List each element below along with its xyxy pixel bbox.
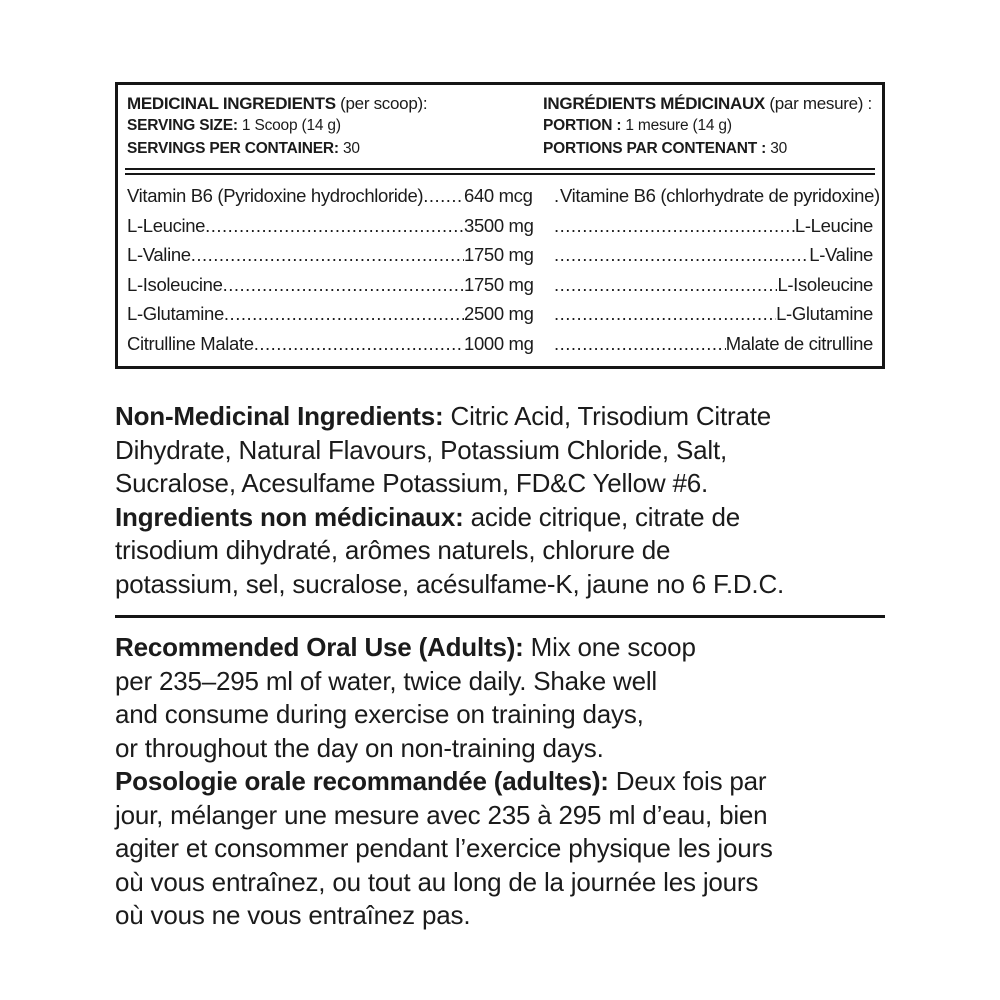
serving-size-label-fr: PORTION : xyxy=(543,117,622,134)
ingredient-row: L-Valine 1750 mg L-Valine xyxy=(127,240,873,270)
panel-title-en-bold: MEDICINAL INGREDIENTS xyxy=(127,94,336,113)
dot-leader xyxy=(554,329,726,359)
text-line: Posologie orale recommandée (adultes): D… xyxy=(115,766,767,796)
text-line: où vous ne vous entraînez pas. xyxy=(115,900,471,930)
text-line: jour, mélanger une mesure avec 235 à 295… xyxy=(115,799,768,830)
text-line: per 235–295 ml of water, twice daily. Sh… xyxy=(115,665,657,696)
ingredient-amount: 640 mcg xyxy=(464,185,533,206)
dot-leader xyxy=(224,299,464,329)
label-content: MEDICINAL INGREDIENTS (per scoop): SERVI… xyxy=(115,82,885,933)
dot-leader xyxy=(554,299,776,329)
serving-size-label-en: SERVING SIZE: xyxy=(127,117,238,134)
ingredient-name-fr: L-Leucine xyxy=(794,214,873,236)
text-line: Dihydrate, Natural Flavours, Potassium C… xyxy=(115,434,728,465)
ingredient-name-en: Citrulline Malate xyxy=(127,332,254,354)
ingredient-amount: 1750 mg xyxy=(464,244,534,265)
text-line: Sucralose, Acesulfame Potassium, FD&C Ye… xyxy=(115,468,709,498)
text-line: où vous entraînez, ou tout au long de la… xyxy=(115,866,759,897)
text-line: potassium, sel, sucralose, acésulfame-K,… xyxy=(115,568,785,599)
ingredients-table: Vitamin B6 (Pyridoxine hydrochloride) 640… xyxy=(125,173,880,366)
ingredient-row: Citrulline Malate 1000 mg Malate de citrul… xyxy=(127,329,873,359)
dot-leader xyxy=(254,329,464,359)
ingredient-name-en: L-Glutamine xyxy=(127,303,224,324)
ingredient-row: L-Leucine 3500 mg L-Leucine xyxy=(127,211,873,241)
ingredient-name-en: L-Valine xyxy=(127,244,191,265)
panel-header: MEDICINAL INGREDIENTS (per scoop): SERVI… xyxy=(125,85,875,170)
serving-size-en: SERVING SIZE: 1 Scoop (14 g) xyxy=(127,114,543,137)
ingredient-name-en: Vitamin B6 (Pyridoxine hydrochloride) xyxy=(127,185,424,206)
serving-size-value-en: 1 Scoop (14 g) xyxy=(237,117,341,134)
panel-header-french: INGRÉDIENTS MÉDICINAUX (par mesure) : PO… xyxy=(543,93,873,160)
ingredient-name-fr: Malate de citrulline xyxy=(725,332,874,354)
dot-leader xyxy=(205,211,464,241)
dot-leader xyxy=(223,270,464,300)
dot-leader xyxy=(554,211,795,241)
ingredient-name-fr: L-Valine xyxy=(809,244,873,265)
ingredient-row: Vitamin B6 (Pyridoxine hydrochloride) 640… xyxy=(127,181,880,211)
dot-leader xyxy=(423,181,464,211)
dot-leader xyxy=(554,270,777,300)
serving-size-fr: PORTION : 1 mesure (14 g) xyxy=(543,114,873,137)
text-line: and consume during exercise on training … xyxy=(115,699,644,729)
servings-value-en: 30 xyxy=(338,140,360,157)
servings-per-container-en: SERVINGS PER CONTAINER: 30 xyxy=(127,137,543,160)
non-medicinal-ingredients-text: Non-Medicinal Ingredients: Citric Acid, … xyxy=(115,400,885,601)
dot-leader xyxy=(554,240,809,270)
ingredient-amount: 2500 mg xyxy=(464,303,534,324)
section-divider xyxy=(115,615,885,618)
panel-title-fr-rest: (par mesure) : xyxy=(764,94,872,113)
servings-label-fr: PORTIONS PAR CONTENANT : xyxy=(543,140,767,157)
servings-value-fr: 30 xyxy=(766,140,788,157)
serving-size-value-fr: 1 mesure (14 g) xyxy=(621,117,732,134)
panel-title-fr: INGRÉDIENTS MÉDICINAUX (par mesure) : xyxy=(543,93,873,114)
text-line: or throughout the day on non-training da… xyxy=(115,732,604,763)
panel-title-en: MEDICINAL INGREDIENTS (per scoop): xyxy=(127,93,543,114)
text-line: Non-Medicinal Ingredients: Citric Acid, … xyxy=(115,401,772,431)
panel-title-fr-bold: INGRÉDIENTS MÉDICINAUX xyxy=(543,94,765,113)
ingredient-name-fr: Vitamine B6 (chlorhydrate de pyridoxine) xyxy=(560,185,880,206)
ingredient-name-fr: L-Isoleucine xyxy=(777,273,873,295)
servings-label-en: SERVINGS PER CONTAINER: xyxy=(127,140,339,157)
text-line: trisodium dihydraté, arômes naturels, ch… xyxy=(115,535,671,565)
panel-header-english: MEDICINAL INGREDIENTS (per scoop): SERVI… xyxy=(127,93,543,160)
ingredient-amount: 1750 mg xyxy=(464,273,534,295)
text-line: agiter et consommer pendant l’exercice p… xyxy=(115,833,773,863)
panel-title-en-rest: (per scoop): xyxy=(335,94,428,113)
ingredient-amount: 1000 mg xyxy=(464,332,534,354)
dot-leader xyxy=(191,240,464,270)
ingredient-name-fr: L-Glutamine xyxy=(776,303,873,324)
medicinal-ingredients-panel: MEDICINAL INGREDIENTS (per scoop): SERVI… xyxy=(115,82,885,369)
ingredient-row: L-Isoleucine 1750 mg L-Isoleucine xyxy=(127,270,873,300)
text-line: Ingredients non médicinaux: acide citriq… xyxy=(115,501,740,532)
ingredient-name-en: L-Isoleucine xyxy=(127,273,223,295)
servings-per-container-fr: PORTIONS PAR CONTENANT : 30 xyxy=(543,137,873,160)
ingredient-row: L-Glutamine 2500 mg L-Glutamine xyxy=(127,299,873,329)
ingredient-name-en: L-Leucine xyxy=(127,214,206,236)
text-line: Recommended Oral Use (Adults): Mix one s… xyxy=(115,632,696,662)
recommended-oral-use-text: Recommended Oral Use (Adults): Mix one s… xyxy=(115,631,885,933)
ingredient-amount: 3500 mg xyxy=(464,214,534,236)
